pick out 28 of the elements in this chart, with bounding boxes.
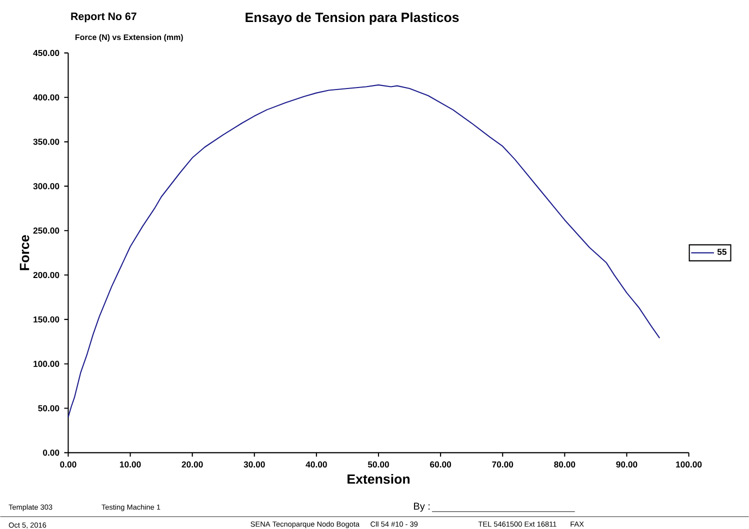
y-axis-title: Force <box>20 235 30 270</box>
x-tick-label: 50.00 <box>368 462 389 468</box>
text: Report No 67 <box>71 12 136 22</box>
legend-label: 55 <box>717 249 727 256</box>
x-tick-label: 0.00 <box>60 462 76 468</box>
x-tick-label: 60.00 <box>430 462 452 468</box>
y-tick-label: 300.00 <box>33 183 60 190</box>
x-tick-label: 20.00 <box>182 462 203 468</box>
x-tick-label: 90.00 <box>616 462 638 468</box>
x-tick-label: 40.00 <box>306 462 327 468</box>
chart-title: Ensayo de Tension para Plasticos <box>246 12 459 25</box>
y-tick-label: 100.00 <box>34 360 60 368</box>
x-axis-title: Extension <box>348 474 410 484</box>
y-tick-label: 50.00 <box>38 405 60 412</box>
y-tick-label: 0.00 <box>42 450 60 456</box>
text: By : <box>414 502 430 512</box>
y-tick-label: 200.00 <box>33 272 60 278</box>
x-tick-label: 10.00 <box>120 462 141 468</box>
chart-subtitle: Force (N) vs Extension (mm) <box>75 34 183 42</box>
x-tick-label: 100.00 <box>676 462 702 468</box>
x-tick-label: 70.00 <box>492 462 514 468</box>
y-tick-label: 350.00 <box>33 138 60 146</box>
x-tick-label: 80.00 <box>554 462 576 468</box>
y-tick-label: 400.00 <box>33 94 60 101</box>
y-tick-label: 450.00 <box>33 50 60 56</box>
y-tick-label: 150.00 <box>34 316 60 323</box>
x-tick-label: 30.00 <box>244 462 265 468</box>
y-tick-label: 250.00 <box>33 228 60 234</box>
